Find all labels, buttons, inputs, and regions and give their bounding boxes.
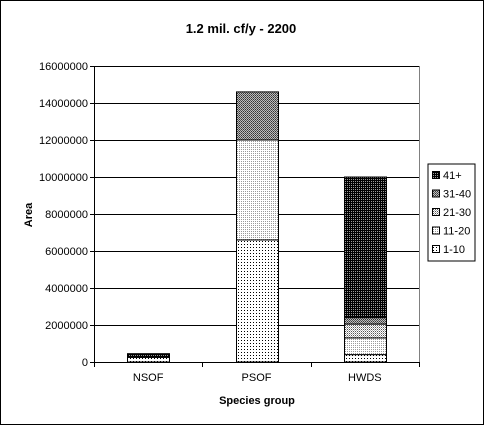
legend-label: 21-30 [443,207,471,219]
bar-segment-hwds-41plus [344,176,387,319]
y-tick-label: 8000000 [45,209,88,221]
bar-segment-nsof-41plus [127,353,170,357]
x-tick-label: PSOF [242,372,272,384]
legend: 41+ 31-40 21-30 11-20 1-10 [427,163,476,262]
legend-label: 41+ [443,170,462,182]
bar-segment-hwds-11-20 [344,337,387,356]
legend-swatch [432,171,440,179]
y-tick-label: 4000000 [45,283,88,295]
bar-segment-hwds-21-30 [344,323,387,339]
chart-title: 1.2 mil. cf/y - 2200 [186,21,297,36]
y-tick-label: 2000000 [45,320,88,332]
axes [90,66,420,367]
bar-segment-psof-11-20 [236,139,279,241]
bar-segment-nsof-1-10 [127,356,170,363]
y-tick-label: 12000000 [39,135,88,147]
bar-segment-psof-1-10 [236,239,279,363]
bars [127,91,387,363]
bar-segment-hwds-1-10 [344,354,387,363]
x-tick-labels: NSOF PSOF HWDS [133,372,382,384]
x-tick-label: HWDS [348,372,382,384]
x-tick-label: NSOF [133,372,164,384]
legend-label: 31-40 [443,189,471,201]
legend-label: 11-20 [443,226,470,238]
y-tick-label: 10000000 [39,172,88,184]
bar-segment-psof-31-40 [236,91,279,141]
y-tick-label: 0 [82,357,88,369]
legend-swatch [432,226,440,235]
legend-swatch [432,208,440,216]
y-tick-label: 16000000 [39,61,88,73]
legend-swatch [432,189,440,198]
bar-segment-hwds-31-40 [344,317,387,325]
y-tick-label: 14000000 [39,98,88,110]
legend-swatch [432,245,440,253]
x-axis-label: Species group [219,395,295,407]
y-axis-label: Area [23,202,35,227]
y-tick-label: 6000000 [45,246,88,258]
legend-label: 1-10 [443,244,465,256]
y-tick-labels: 0 2000000 4000000 6000000 8000000 10000000 120… [39,61,88,369]
